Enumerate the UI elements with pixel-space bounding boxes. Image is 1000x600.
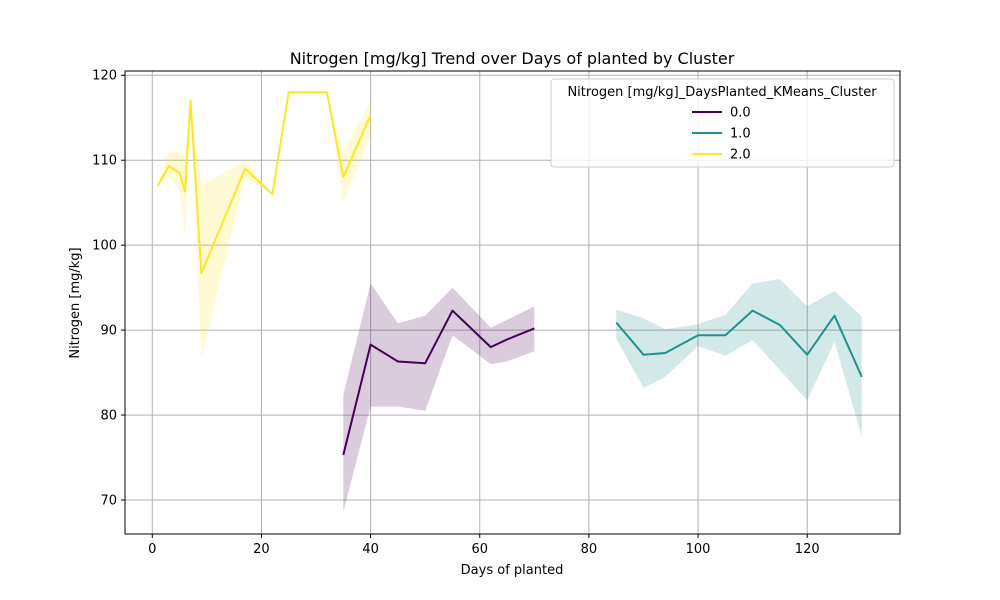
y-tick-label: 80	[100, 409, 117, 424]
series-1.0-band	[616, 279, 862, 437]
x-tick-label: 20	[253, 542, 270, 557]
series-0.0-band	[343, 283, 535, 512]
series-2.0-line	[156, 91, 372, 275]
legend-label-2.0: 2.0	[730, 148, 751, 163]
x-tick-label: 80	[581, 542, 598, 557]
legend-items: 0.0 1.0 2.0	[692, 106, 751, 163]
y-axis-label: Nitrogen [mg/kg]	[68, 247, 83, 358]
series-0.0-line	[342, 309, 535, 456]
plot-area-frame	[124, 70, 901, 535]
legend-frame	[550, 78, 895, 168]
x-tick-label: 60	[471, 542, 488, 557]
axis-ticks: 0 20 40 60 80 100 120 70 80 90 100 110 120	[92, 69, 819, 557]
chart-title: Nitrogen [mg/kg] Trend over Days of plan…	[290, 49, 735, 68]
y-tick-label: 90	[100, 324, 117, 339]
legend-label-1.0: 1.0	[730, 127, 751, 142]
legend-title: Nitrogen [mg/kg]_DaysPlanted_KMeans_Clus…	[567, 85, 877, 100]
x-tick-label: 40	[362, 542, 379, 557]
x-tick-label: 100	[686, 542, 711, 557]
series-1.0-line	[615, 309, 863, 378]
y-tick-label: 70	[100, 494, 117, 509]
y-tick-label: 110	[92, 154, 117, 169]
legend-label-0.0: 0.0	[730, 106, 751, 121]
series-2.0-band	[157, 92, 371, 359]
x-tick-label: 0	[148, 542, 156, 557]
grid	[125, 71, 900, 534]
y-tick-label: 120	[92, 69, 117, 84]
legend: Nitrogen [mg/kg]_DaysPlanted_KMeans_Clus…	[550, 78, 895, 168]
series-lines	[156, 91, 863, 456]
y-tick-label: 100	[92, 239, 117, 254]
x-axis-label: Days of planted	[461, 563, 564, 578]
confidence-bands	[157, 92, 862, 512]
x-tick-label: 120	[795, 542, 820, 557]
